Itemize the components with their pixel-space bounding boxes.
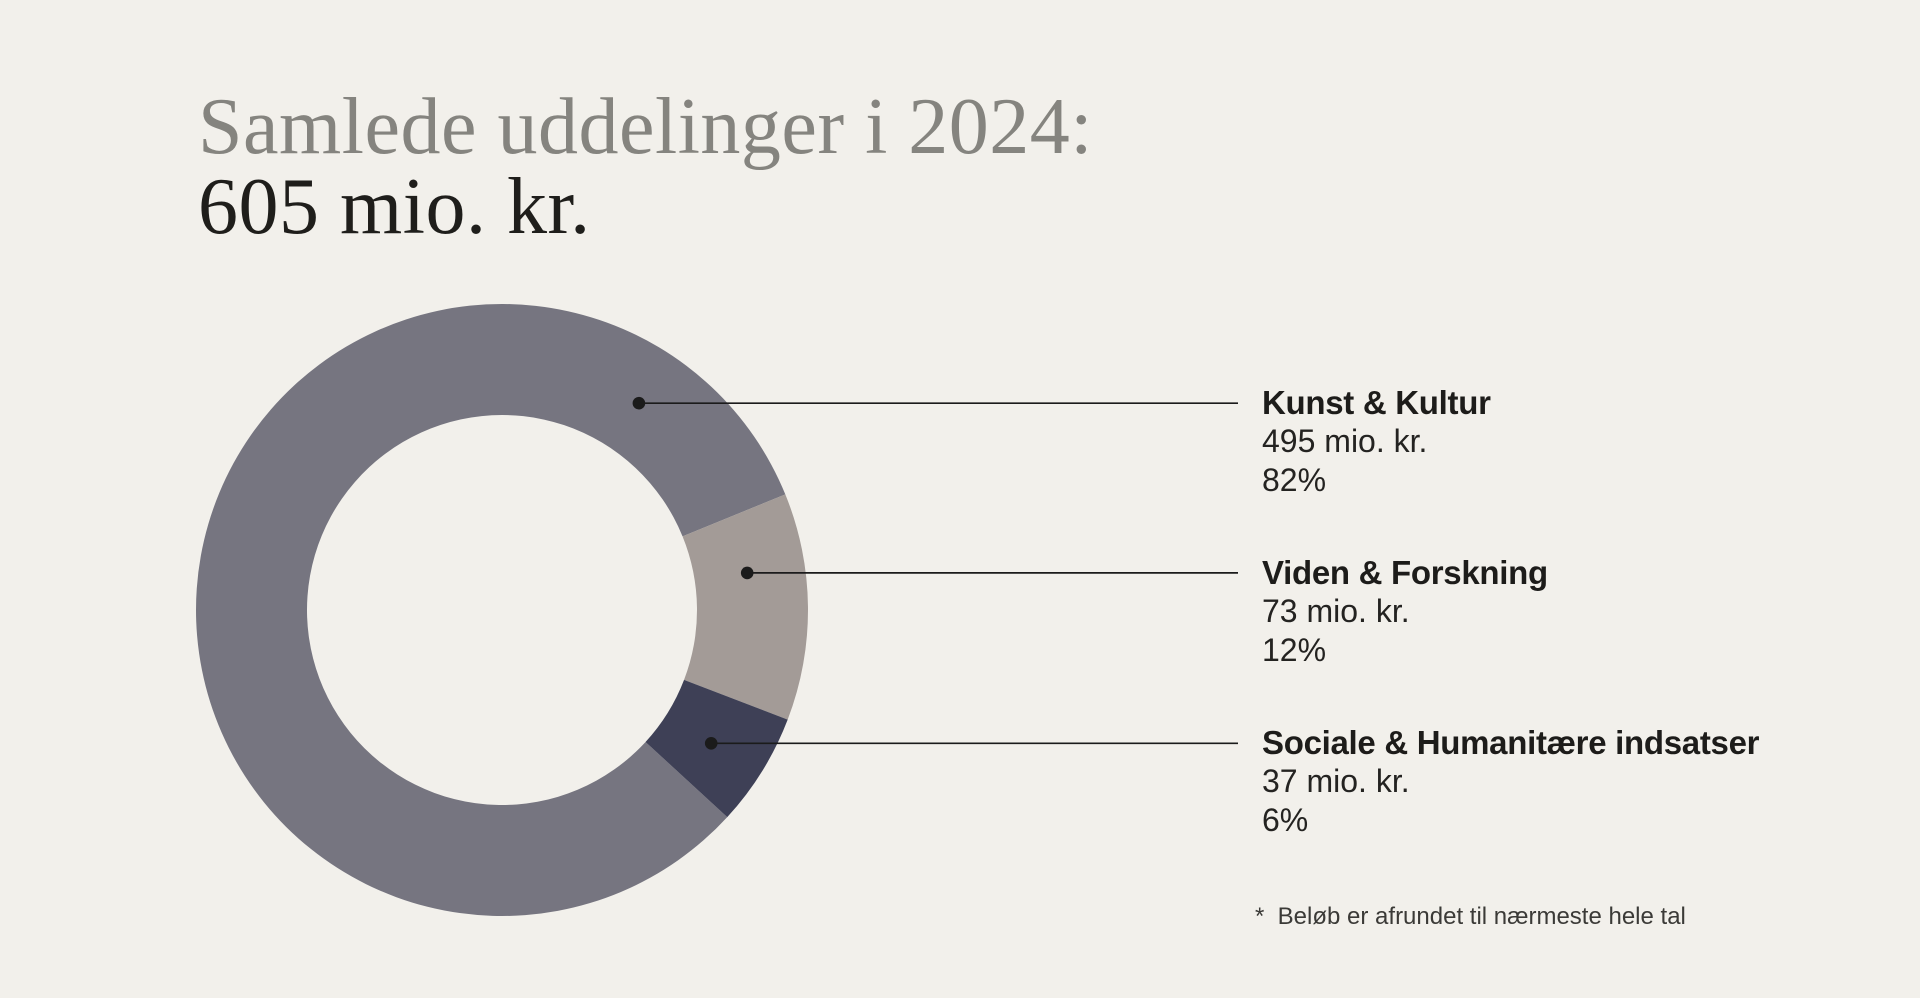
leader-dot-1 (740, 566, 754, 580)
donut-slice-1 (682, 494, 809, 720)
legend-amount: 37 mio. kr. (1262, 763, 1410, 799)
legend-percent: 82% (1262, 462, 1327, 498)
legend-label: Kunst & Kultur (1262, 384, 1491, 421)
legend-label: Viden & Forskning (1262, 554, 1548, 591)
footnote: * Beløb er afrundet til nærmeste hele ta… (1255, 903, 1686, 930)
legend-item-sociale-humanitaere: Sociale & Humanitære indsatser 37 mio. k… (1262, 723, 1862, 840)
legend-label: Sociale & Humanitære indsatser (1262, 724, 1760, 761)
chart-title-line2: 605 mio. kr. (198, 163, 591, 251)
legend-percent: 12% (1262, 632, 1327, 668)
leader-dot-0 (632, 396, 646, 410)
legend-amount: 495 mio. kr. (1262, 423, 1428, 459)
legend-item-viden-forskning: Viden & Forskning 73 mio. kr. 12% (1262, 553, 1862, 670)
leader-dot-2 (704, 737, 718, 750)
legend-percent: 6% (1262, 802, 1309, 838)
legend-item-kunst-kultur: Kunst & Kultur 495 mio. kr. 82% (1262, 383, 1862, 500)
legend-amount: 73 mio. kr. (1262, 593, 1410, 629)
chart-title: Samlede uddelinger i 2024: 605 mio. kr. (198, 87, 1093, 247)
chart-title-line1: Samlede uddelinger i 2024: (198, 83, 1094, 171)
donut-slice-2 (645, 679, 788, 818)
donut-slice-0 (196, 303, 786, 916)
